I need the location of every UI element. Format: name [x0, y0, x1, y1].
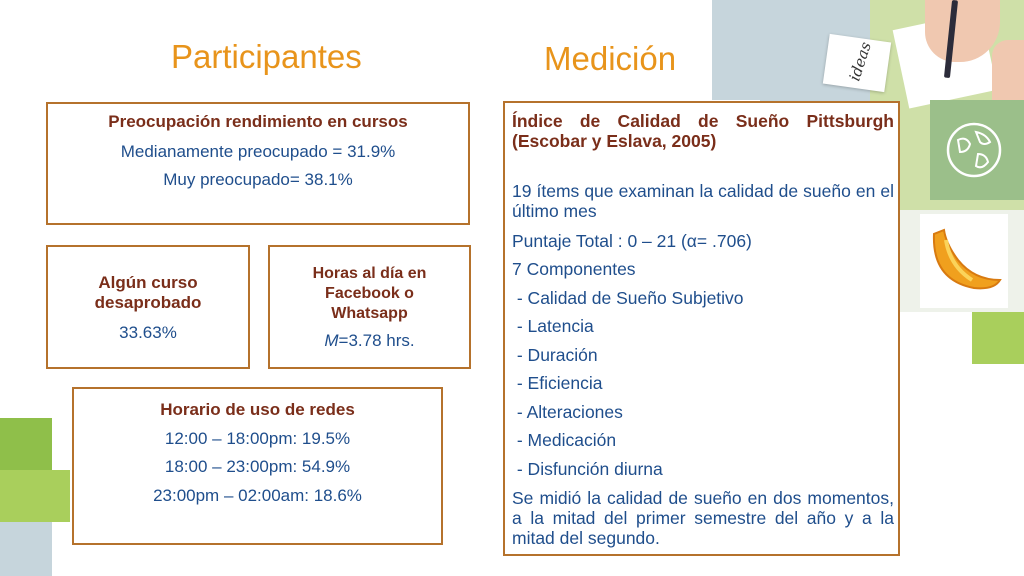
measurement-components-label: 7 Componentes	[512, 259, 636, 279]
card-failed-course-value: 33.63%	[119, 323, 177, 342]
card-social-hours-value-symbol: M	[324, 331, 339, 350]
card-social-hours-heading-2: Facebook o	[325, 285, 414, 302]
deco-green-block-left	[0, 418, 52, 470]
title-participants: Participantes	[171, 38, 362, 75]
card-failed-course: Algún curso desaprobado 33.63%	[46, 245, 250, 369]
measurement-index-title: Índice de Calidad de Sueño Pittsburgh (E…	[512, 111, 894, 151]
sticky-note: ideas	[822, 33, 892, 93]
measurement-component-7: - Disfunción diurna	[512, 459, 663, 479]
measurement-note: Se midió la calidad de sueño en dos mome…	[512, 488, 894, 548]
banana-tile	[920, 214, 1008, 308]
card-course-worry-line-1: Medianamente preocupado = 31.9%	[120, 142, 396, 161]
measurement-component-2: - Latencia	[512, 316, 594, 336]
card-network-schedule: Horario de uso de redes 12:00 – 18:00pm:…	[72, 387, 443, 545]
card-social-hours: Horas al día en Facebook o Whatsapp M=3.…	[268, 245, 471, 369]
card-failed-course-heading-1: Algún curso	[98, 273, 198, 292]
card-social-hours-heading-3: Whatsapp	[331, 305, 408, 322]
deco-slate-block-bottom	[0, 522, 52, 576]
card-failed-course-heading-2: desaprobado	[94, 293, 202, 312]
banana-icon	[932, 228, 1002, 290]
card-social-hours-value: M=3.78 hrs.	[270, 331, 469, 351]
card-network-schedule-line-2: 18:00 – 23:00pm: 54.9%	[164, 457, 351, 476]
deco-lightgreen-block-left	[0, 470, 70, 522]
card-network-schedule-line-3: 23:00pm – 02:00am: 18.6%	[153, 486, 362, 505]
card-course-worry-heading: Preocupación rendimiento en cursos	[108, 112, 408, 131]
measurement-component-3: - Duración	[512, 345, 598, 365]
measurement-component-1: - Calidad de Sueño Subjetivo	[512, 288, 744, 308]
globe-icon	[946, 122, 1002, 178]
measurement-component-6: - Medicación	[512, 430, 617, 450]
measurement-component-5: - Alteraciones	[512, 402, 623, 422]
card-course-worry-line-2: Muy preocupado= 38.1%	[163, 170, 353, 189]
globe-tile	[930, 100, 1024, 200]
deco-green-block-right	[972, 312, 1024, 364]
title-measurement: Medición	[544, 40, 677, 77]
measurement-component-4: - Eficiencia	[512, 373, 603, 393]
card-measurement: Índice de Calidad de Sueño Pittsburgh (E…	[503, 101, 900, 556]
card-network-schedule-line-1: 12:00 – 18:00pm: 19.5%	[164, 429, 351, 448]
measurement-items: 19 ítems que examinan la calidad de sueñ…	[512, 181, 894, 221]
card-social-hours-value-number: =3.78 hrs.	[338, 331, 415, 350]
measurement-total: Puntaje Total : 0 – 21 (α= .706)	[512, 231, 752, 251]
card-course-worry: Preocupación rendimiento en cursos Media…	[46, 102, 470, 225]
card-network-schedule-heading: Horario de uso de redes	[160, 400, 355, 419]
sticky-note-text: ideas	[845, 39, 875, 84]
card-social-hours-heading-1: Horas al día en	[312, 265, 427, 282]
